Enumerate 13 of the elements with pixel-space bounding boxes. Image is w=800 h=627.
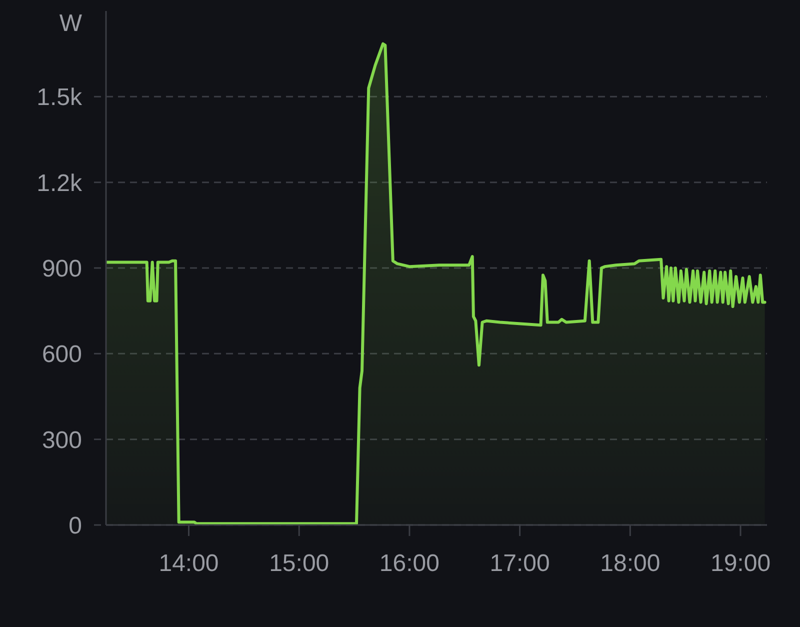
y-axis-title: W [58,10,82,37]
y-tick-label: 0 [68,512,82,540]
x-tick-label: 15:00 [269,550,330,578]
x-tick-label: 19:00 [710,550,771,578]
y-tick-label: 300 [42,426,82,454]
y-tick-label: 900 [42,256,82,283]
x-tick-label: 18:00 [600,550,660,578]
x-tick-label: 17:00 [490,550,550,578]
x-tick-label: 14:00 [158,550,219,578]
y-tick-label: 1.2k [36,170,83,197]
y-tick-label: 1.5k [36,84,83,112]
x-tick-label: 16:00 [379,550,440,578]
y-tick-label: 600 [42,341,82,368]
